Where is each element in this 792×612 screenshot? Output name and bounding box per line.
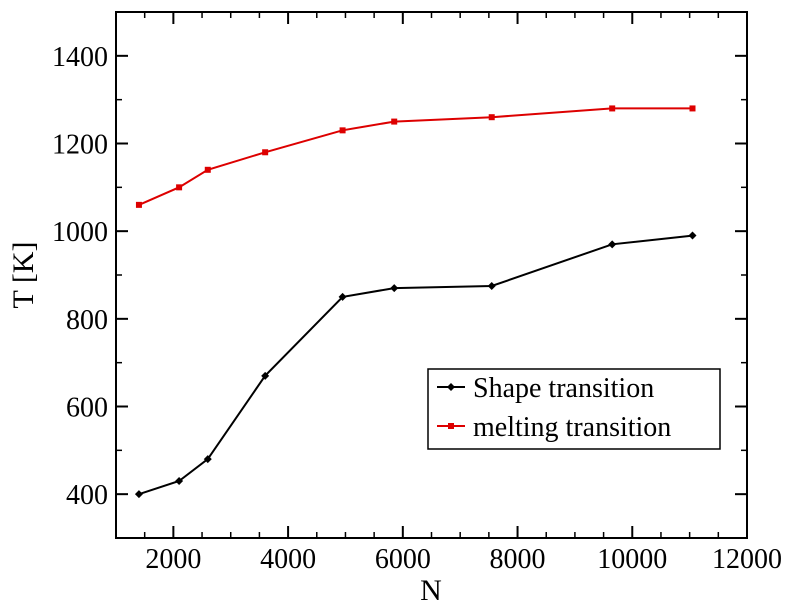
data-series: [134, 105, 697, 499]
data-point-melting-transition: [204, 166, 211, 173]
data-point-shape-transition: [608, 240, 617, 249]
x-tick-label: 10000: [597, 544, 667, 575]
data-point-melting-transition: [262, 149, 269, 156]
data-point-melting-transition: [176, 184, 183, 191]
x-tick-label: 4000: [260, 544, 316, 575]
plot-frame: [115, 11, 748, 539]
data-point-shape-transition: [175, 477, 184, 486]
data-point-melting-transition: [609, 105, 616, 112]
data-point-melting-transition: [391, 118, 398, 125]
data-point-melting-transition: [135, 201, 142, 208]
data-point-melting-transition: [488, 114, 495, 121]
y-tick-label: 1400: [52, 42, 108, 73]
data-point-shape-transition: [134, 490, 143, 499]
y-tick-label: 800: [66, 305, 108, 336]
y-tick-label: 400: [66, 480, 108, 511]
x-tick-label: 2000: [145, 544, 201, 575]
y-tick-label: 1000: [52, 217, 108, 248]
y-tick-label: 1200: [52, 130, 108, 161]
data-point-shape-transition: [390, 284, 399, 293]
legend: Shape transition melting transition: [427, 368, 721, 450]
data-point-melting-transition: [689, 105, 696, 112]
x-tick-label: 8000: [490, 544, 546, 575]
data-point-shape-transition: [261, 371, 270, 380]
y-tick-label: 600: [66, 393, 108, 424]
data-point-shape-transition: [203, 455, 212, 464]
legend-label-shape-transition: Shape transition: [473, 373, 654, 404]
y-axis-label: T [K]: [7, 242, 40, 309]
legend-box: [427, 368, 721, 450]
x-axis-label: N: [420, 574, 442, 607]
legend-marker-melting-transition: [448, 423, 454, 429]
legend-marker-shape-transition: [447, 383, 455, 391]
legend-label-melting-transition: melting transition: [473, 412, 671, 443]
tick-labels: 2000 4000 6000 8000 10000 12000 400 600 800 1000 1…: [52, 42, 782, 575]
x-tick-label: 6000: [375, 544, 431, 575]
x-tick-label: 12000: [712, 544, 782, 575]
data-point-melting-transition: [339, 127, 346, 134]
data-point-shape-transition: [487, 281, 496, 290]
data-point-shape-transition: [338, 292, 347, 301]
data-point-shape-transition: [688, 231, 697, 240]
